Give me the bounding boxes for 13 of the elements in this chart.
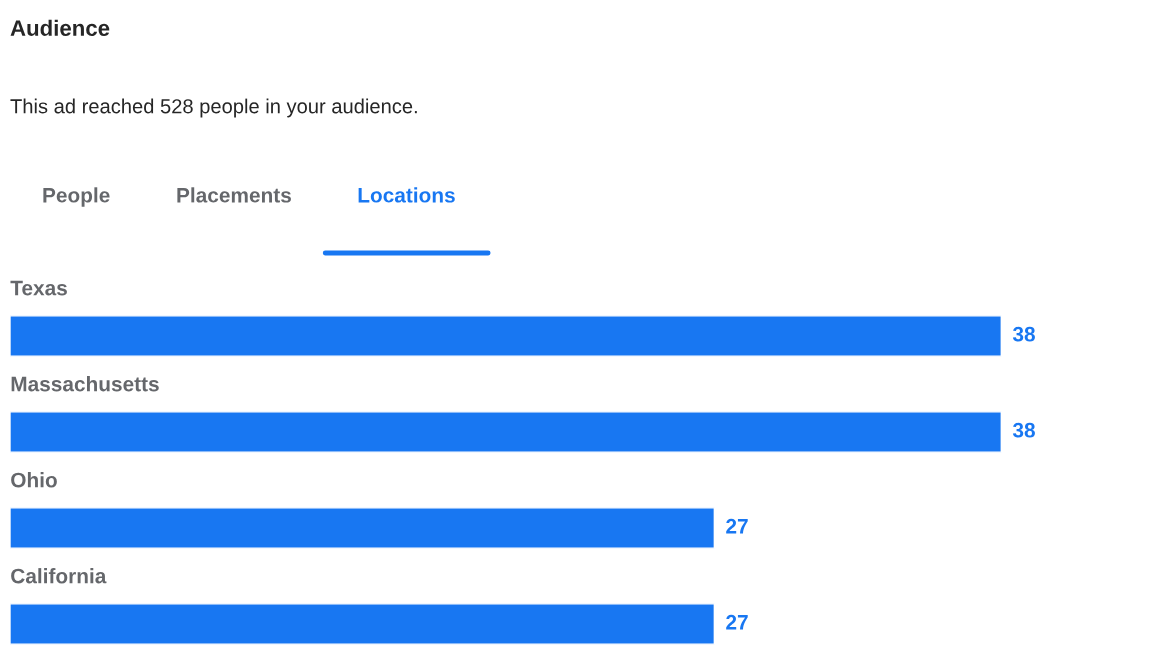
data-label: 38 — [1012, 422, 1035, 438]
data-label: 27 — [726, 518, 748, 534]
y-tick-label: California — [11, 568, 107, 584]
data-label: 38 — [1012, 326, 1035, 342]
chart-subtitle: This ad reached 528 people in your audience. — [10, 98, 417, 118]
text: Placements — [177, 187, 291, 203]
y-tick-label: Texas — [10, 280, 67, 296]
text: Locations — [358, 187, 455, 203]
chart-title: Audience — [10, 19, 110, 36]
data-label: 27 — [726, 614, 748, 630]
y-tick-label: Ohio — [11, 472, 57, 488]
text: People — [43, 187, 110, 207]
y-tick-label: Massachusetts — [11, 376, 159, 392]
